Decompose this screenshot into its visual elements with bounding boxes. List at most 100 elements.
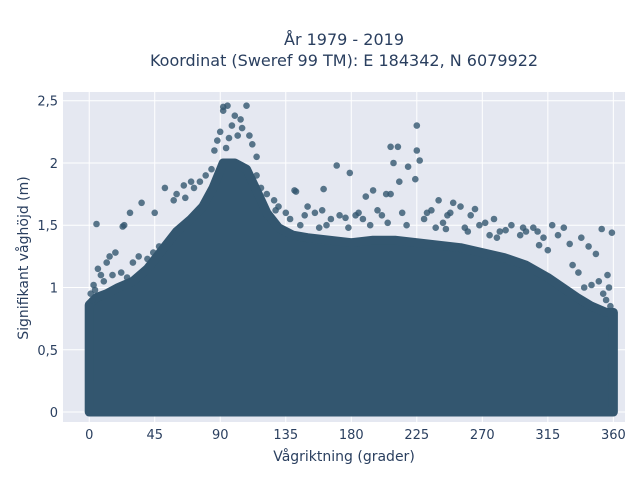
x-tick-labels: 0 45 90 135 180 225 270 315 360 [85,428,626,443]
data-point [211,147,218,154]
x-tick-label: 45 [146,428,163,443]
data-point [519,224,527,231]
data-point [138,199,145,207]
data-point [457,203,464,210]
data-point [208,165,215,173]
data-point [231,112,239,119]
data-point [93,220,100,228]
data-point [126,209,134,217]
data-point [123,274,131,281]
data-point [610,309,617,316]
data-point [535,241,543,249]
data-point [318,207,326,214]
data-point [435,197,442,204]
data-point [103,259,110,266]
data-point [464,228,472,235]
data-point [467,212,475,219]
data-point [222,144,230,152]
data-point [352,212,359,219]
data-point [608,229,616,236]
data-point [592,250,600,258]
data-point [575,269,582,276]
data-point [390,159,397,167]
dense-data-region [84,158,618,417]
data-point [566,240,573,248]
data-point [286,215,294,223]
data-point [602,296,610,304]
data-point [359,215,367,223]
data-point [238,124,246,132]
data-point [413,147,421,154]
data-point [384,219,392,227]
data-point [237,116,244,123]
data-point [87,290,94,298]
data-point [282,209,290,217]
data-point [129,259,137,266]
data-point [544,246,552,254]
y-tick-label: 1 [50,282,58,297]
data-point [588,281,595,289]
data-point [190,184,198,192]
data-point [150,249,157,256]
data-point [291,187,298,194]
x-tick-label: 135 [273,428,298,443]
data-point [342,214,349,222]
data-point [607,302,614,310]
y-tick-label: 0 [50,406,58,421]
y-tick-label: 2,5 [37,95,58,110]
data-point [225,134,233,142]
data-point [398,209,406,217]
data-point [374,207,381,214]
data-point [249,141,256,148]
data-point [246,132,253,139]
data-point [420,215,428,223]
data-point [272,207,279,214]
data-point [585,243,592,250]
data-point [605,284,613,291]
data-point [97,271,105,279]
data-point [144,255,151,263]
data-point [187,178,195,185]
data-point [106,253,113,260]
data-point [598,225,605,233]
x-tick-label: 270 [470,428,495,443]
data-point [224,102,231,109]
data-point [481,219,489,227]
data-point [196,178,204,185]
y-axis-label: Signifikant våghöjd (m) [15,176,32,339]
data-point [394,143,402,151]
data-point [595,278,603,285]
data-point [508,221,515,229]
x-tick-label: 315 [535,428,560,443]
x-tick-label: 90 [212,428,229,443]
data-point [243,102,250,109]
data-point [404,163,412,170]
data-point [257,184,265,192]
data-point [311,209,319,217]
data-point [170,197,177,204]
data-point [516,231,524,239]
data-point [432,224,440,231]
data-point [378,212,386,219]
data-point [94,265,102,273]
data-point [112,249,119,256]
data-point [493,234,501,241]
data-point [578,234,585,241]
data-point [88,296,96,304]
data-point [412,175,419,183]
data-point [333,162,341,169]
data-point [560,224,568,231]
data-point [599,290,607,298]
data-point [91,286,99,294]
x-axis-label: Vågriktning (grader) [273,448,415,465]
data-point [362,193,370,200]
dense-points-area [84,158,618,417]
data-point [382,190,390,198]
data-point [234,132,241,139]
data-point [413,122,421,129]
y-tick-label: 1,5 [37,219,58,234]
data-points [87,102,617,316]
data-point [396,178,403,185]
data-point [297,221,304,229]
